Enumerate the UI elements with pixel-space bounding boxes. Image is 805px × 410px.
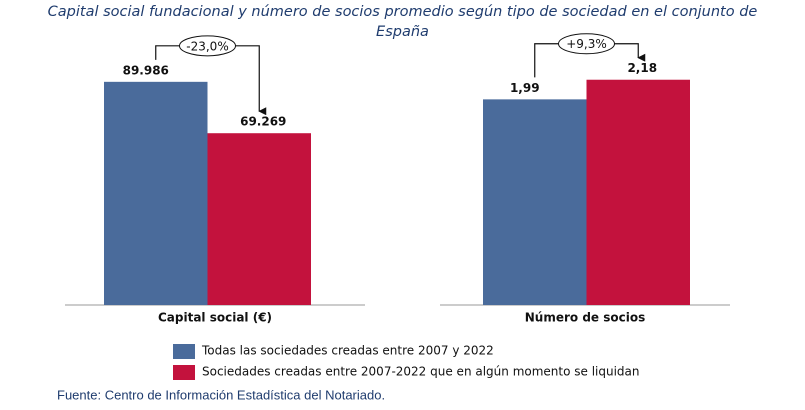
bar [207,133,311,305]
change-badge [179,35,236,57]
chart-title: Capital social fundacional y número de s… [47,4,758,40]
bar [586,79,690,305]
bar [104,81,208,305]
change-label: -23,0% [186,39,228,53]
x-axis-label: Capital social (€) [158,311,272,325]
x-axis-label: Número de socios [525,311,645,325]
legend-swatch [173,365,195,380]
change-label: +9,3% [566,37,607,51]
value-label: 1,99 [510,81,540,95]
title-box: Capital social fundacional y número de s… [47,4,758,40]
value-label: 89.986 [123,63,169,77]
source: Fuente: Centro de Información Estadístic… [57,387,385,402]
change-badge [558,33,615,55]
legend-swatch [173,344,195,359]
legend-label: Sociedades creadas entre 2007-2022 que e… [202,365,640,379]
value-label: 2,18 [627,61,657,75]
legend-label: Todas las sociedades creadas entre 2007 … [201,344,494,358]
bar [483,99,587,305]
value-label: 69.269 [240,115,286,129]
